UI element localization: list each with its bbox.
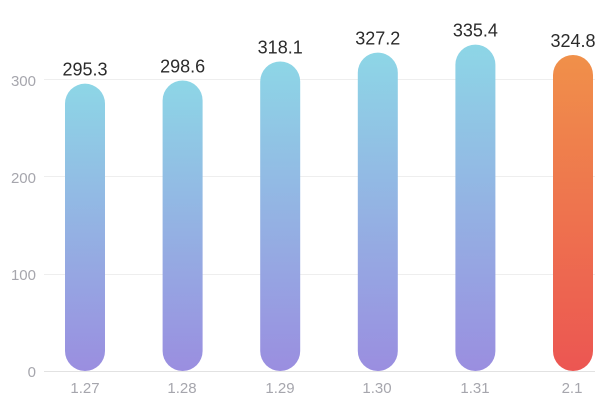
x-tick-label: 2.1 — [562, 380, 583, 397]
value-label: 295.3 — [62, 60, 107, 80]
y-tick-label: 100 — [11, 267, 36, 284]
y-axis: 0 100 200 300 — [11, 73, 36, 381]
y-tick-label: 0 — [28, 364, 36, 381]
x-tick-label: 1.31 — [460, 380, 489, 397]
x-axis: 1.27 1.28 1.29 1.30 1.31 2.1 — [70, 380, 582, 397]
bar — [357, 52, 398, 371]
grid-lines — [44, 79, 595, 372]
value-labels: 295.3 298.6 318.1 327.2 335.4 324.8 — [62, 21, 595, 80]
value-label: 335.4 — [453, 21, 498, 41]
x-tick-label: 1.28 — [167, 380, 196, 397]
value-label: 324.8 — [550, 31, 595, 51]
y-tick-label: 200 — [11, 170, 36, 187]
y-tick-label: 300 — [11, 73, 36, 90]
bar — [260, 61, 301, 371]
bars — [65, 44, 593, 372]
x-tick-label: 1.29 — [265, 380, 294, 397]
bar — [455, 44, 496, 372]
value-label: 327.2 — [355, 29, 400, 49]
x-tick-label: 1.30 — [362, 380, 391, 397]
bar — [65, 83, 105, 372]
x-tick-label: 1.27 — [70, 380, 99, 397]
value-label: 318.1 — [258, 37, 303, 57]
value-label: 298.6 — [160, 56, 205, 76]
bar — [162, 80, 203, 372]
bar — [553, 54, 593, 371]
